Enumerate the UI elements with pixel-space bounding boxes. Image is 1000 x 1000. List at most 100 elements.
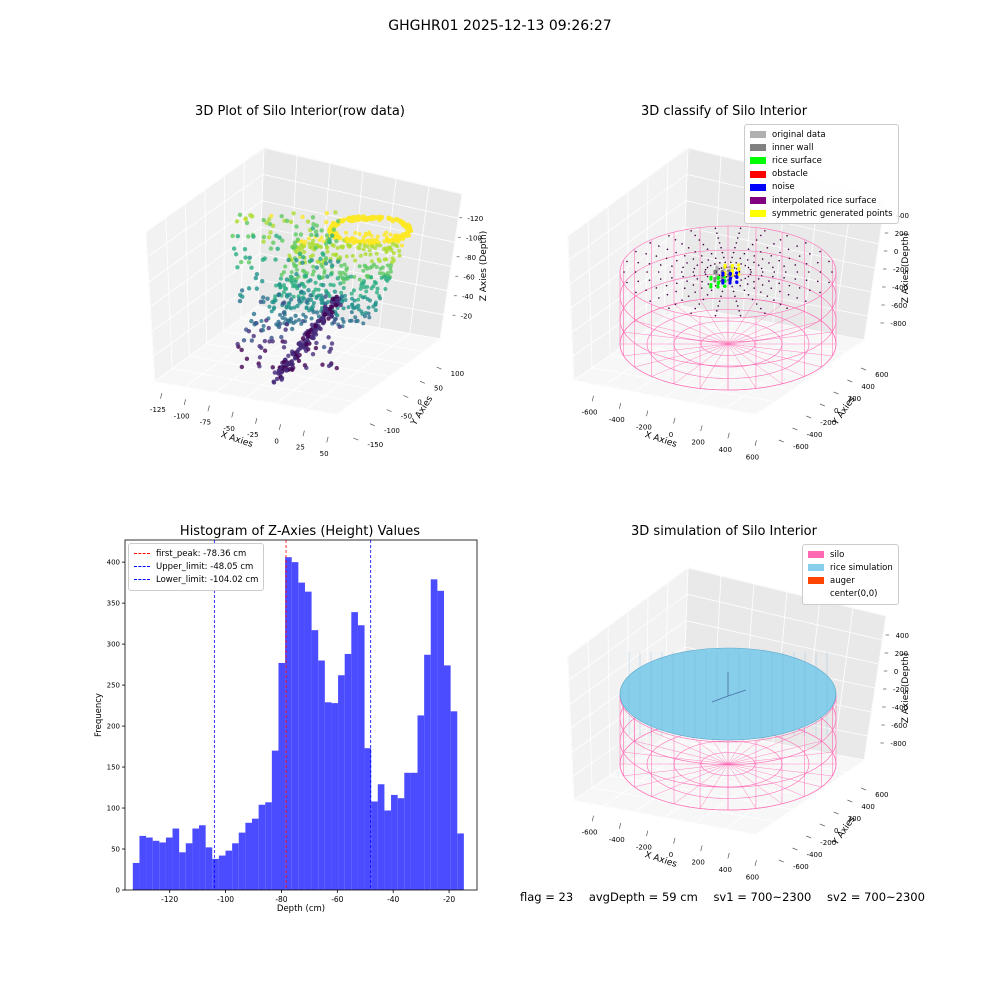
axis-tick [646, 830, 649, 837]
histogram-bar [258, 804, 266, 890]
data-point [710, 289, 713, 292]
data-point [244, 220, 250, 226]
data-point [700, 255, 703, 257]
data-point [721, 278, 725, 283]
data-point [787, 248, 790, 251]
data-point [784, 271, 787, 273]
data-point [778, 282, 780, 285]
y-tick-label: 400 [107, 559, 120, 567]
data-point [779, 239, 782, 241]
data-point [288, 274, 294, 280]
data-point [725, 276, 728, 278]
data-point [357, 239, 363, 245]
data-point [328, 282, 333, 287]
y-tick-label: 300 [107, 641, 120, 649]
data-point [805, 279, 808, 281]
data-point [282, 310, 287, 315]
data-point [295, 349, 300, 354]
data-point [353, 258, 358, 263]
data-point [358, 286, 363, 291]
tick-label: -400 [807, 431, 823, 439]
data-point [768, 280, 770, 282]
legend-item: original data [750, 128, 893, 141]
data-point [350, 218, 356, 224]
silo-spoke [727, 763, 783, 804]
data-point [786, 307, 788, 310]
data-point [276, 292, 281, 298]
data-point [293, 313, 298, 319]
data-point [728, 271, 733, 276]
legend-line [134, 579, 150, 581]
data-point [302, 284, 307, 289]
data-point [311, 300, 316, 305]
data-point [671, 265, 673, 267]
axis-tick [403, 395, 409, 398]
data-point [313, 280, 318, 285]
data-point [753, 255, 756, 257]
data-point [730, 263, 735, 268]
data-point [261, 234, 267, 240]
data-point [794, 264, 797, 266]
data-point [303, 239, 308, 244]
silo-spoke [727, 343, 805, 377]
data-point [750, 271, 752, 273]
tick-label: 200 [691, 438, 704, 446]
legend-item: Lower_limit: -104.02 cm [134, 573, 258, 586]
histogram-bar [364, 748, 372, 890]
data-point [374, 264, 379, 269]
data-point [645, 253, 647, 255]
data-point [339, 219, 345, 224]
data-point [331, 283, 336, 288]
data-point [302, 269, 307, 274]
data-point [235, 341, 240, 347]
data-point [659, 264, 662, 266]
data-point [311, 264, 316, 269]
data-point [714, 284, 717, 287]
data-point [714, 227, 717, 230]
axis-tick [673, 837, 676, 844]
tick-label: 50 [320, 450, 329, 458]
data-point [284, 218, 290, 224]
tick-label: 200 [895, 230, 908, 238]
silo-spoke [727, 320, 822, 345]
data-point [260, 295, 266, 300]
axis-tick [386, 409, 392, 413]
data-point [739, 227, 742, 230]
data-point [694, 234, 697, 237]
data-point [326, 363, 332, 369]
data-point [289, 278, 294, 283]
data-point [796, 245, 798, 247]
data-point [296, 298, 302, 303]
data-point [658, 245, 660, 247]
tick-label: 50 [434, 384, 443, 392]
data-point [248, 212, 253, 218]
data-point [760, 251, 762, 253]
data-point [294, 263, 299, 268]
legend-item: center(0,0) [808, 588, 893, 601]
axis-tick [819, 403, 826, 407]
data-point [251, 333, 256, 339]
data-point [696, 278, 699, 280]
data-point [262, 348, 268, 353]
status-avg-depth: avgDepth = 59 cm [588, 890, 698, 904]
data-point [314, 340, 319, 346]
data-point [324, 233, 330, 238]
data-point [698, 239, 701, 241]
data-point [296, 358, 302, 363]
data-point [344, 254, 349, 259]
data-point [716, 280, 721, 284]
axis-tick [369, 423, 376, 427]
tick-label: 600 [875, 791, 888, 799]
tick-label: -600 [891, 722, 907, 730]
data-point [239, 364, 245, 370]
data-point [740, 263, 742, 265]
data-point [739, 284, 742, 287]
data-point [809, 289, 811, 291]
x-tick-label: -60 [331, 895, 343, 904]
data-point [270, 299, 275, 304]
data-point [343, 298, 348, 303]
data-point [327, 306, 333, 312]
legend-swatch [750, 183, 766, 191]
data-point [702, 243, 705, 246]
data-point [365, 238, 370, 243]
